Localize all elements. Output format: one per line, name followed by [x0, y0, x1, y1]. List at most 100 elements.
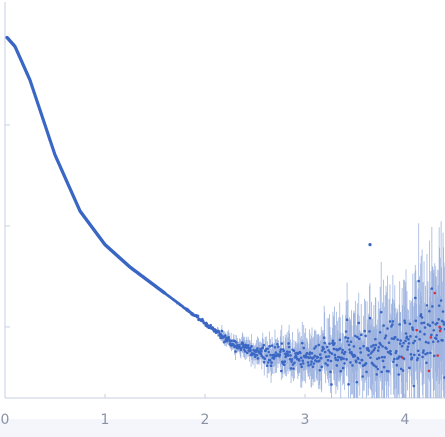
- data-point: [292, 367, 295, 370]
- data-point: [290, 358, 294, 361]
- data-point: [263, 357, 267, 361]
- data-point: [367, 349, 371, 353]
- data-point: [382, 365, 386, 369]
- data-point: [269, 353, 272, 357]
- data-point: [290, 360, 293, 363]
- data-point: [409, 353, 413, 356]
- data-point: [305, 351, 309, 355]
- data-point: [411, 328, 415, 331]
- data-point: [349, 340, 353, 344]
- data-point: [413, 339, 417, 343]
- data-point: [235, 341, 238, 344]
- data-point: [278, 353, 282, 356]
- data-point: [344, 330, 348, 333]
- data-point: [262, 360, 266, 364]
- data-point: [373, 364, 376, 367]
- data-point: [396, 338, 400, 341]
- data-point: [329, 359, 333, 363]
- data-point: [378, 331, 382, 334]
- data-point: [435, 321, 439, 325]
- data-point: [268, 345, 271, 348]
- data-point: [307, 364, 310, 367]
- data-point: [261, 346, 265, 349]
- data-point: [249, 349, 252, 352]
- data-point: [403, 319, 406, 322]
- data-point: [282, 363, 286, 367]
- data-point: [243, 350, 247, 353]
- data-point: [429, 336, 433, 339]
- data-point: [359, 351, 363, 354]
- data-point: [402, 357, 406, 361]
- data-point: [387, 370, 390, 373]
- data-point: [431, 305, 434, 308]
- data-point: [358, 347, 362, 350]
- data-point: [425, 304, 429, 307]
- data-point: [345, 318, 349, 322]
- data-point: [246, 344, 250, 347]
- data-point: [384, 334, 388, 338]
- data-point: [313, 347, 316, 350]
- data-point: [334, 358, 338, 361]
- data-point: [406, 348, 409, 351]
- data-point: [415, 328, 419, 332]
- data-point: [328, 351, 332, 354]
- data-point: [411, 326, 414, 329]
- data-point: [436, 340, 440, 343]
- data-point: [414, 319, 418, 323]
- data-point: [355, 380, 359, 384]
- data-point: [353, 354, 357, 358]
- data-point: [437, 318, 440, 321]
- data-point: [260, 349, 263, 353]
- data-point: [427, 341, 430, 345]
- data-point: [326, 363, 329, 367]
- data-point: [343, 350, 347, 354]
- data-point: [314, 345, 318, 348]
- data-point: [383, 355, 386, 359]
- data-point: [412, 384, 416, 388]
- data-point: [279, 350, 282, 354]
- data-point: [234, 350, 237, 353]
- data-point: [374, 343, 378, 347]
- data-point: [289, 354, 292, 357]
- x-tick-label: 3: [301, 412, 310, 428]
- data-point: [300, 341, 304, 345]
- data-point: [398, 323, 401, 326]
- data-point: [397, 355, 401, 359]
- data-point: [434, 337, 438, 340]
- data-point: [298, 359, 301, 362]
- data-point: [283, 360, 287, 363]
- data-point: [339, 369, 343, 373]
- data-point: [288, 357, 292, 361]
- data-point: [300, 365, 304, 369]
- data-point: [335, 364, 339, 367]
- data-point: [291, 363, 295, 366]
- data-point: [368, 316, 372, 320]
- x-tick-label: 1: [101, 412, 110, 428]
- tick-labels: 0 1 2 3 4: [1, 412, 410, 428]
- data-point: [331, 339, 335, 343]
- data-point: [347, 343, 351, 347]
- data-point: [375, 357, 379, 361]
- x-axis-band: [0, 419, 445, 437]
- data-point: [361, 375, 364, 378]
- data-point: [223, 334, 227, 337]
- data-point: [267, 350, 270, 354]
- data-point: [343, 362, 346, 365]
- data-point: [274, 351, 278, 354]
- data-point: [404, 332, 408, 335]
- data-point: [386, 327, 389, 330]
- data-point: [292, 349, 296, 353]
- data-point: [323, 350, 327, 354]
- data-point: [441, 310, 445, 313]
- data-point: [388, 320, 392, 323]
- data-point: [279, 369, 283, 373]
- data-point: [346, 336, 350, 340]
- data-point: [227, 335, 230, 339]
- data-point: [341, 348, 344, 352]
- data-point: [426, 351, 429, 355]
- data-point: [391, 323, 394, 326]
- data-point: [325, 345, 329, 349]
- data-point: [407, 338, 410, 341]
- data-point: [429, 351, 432, 355]
